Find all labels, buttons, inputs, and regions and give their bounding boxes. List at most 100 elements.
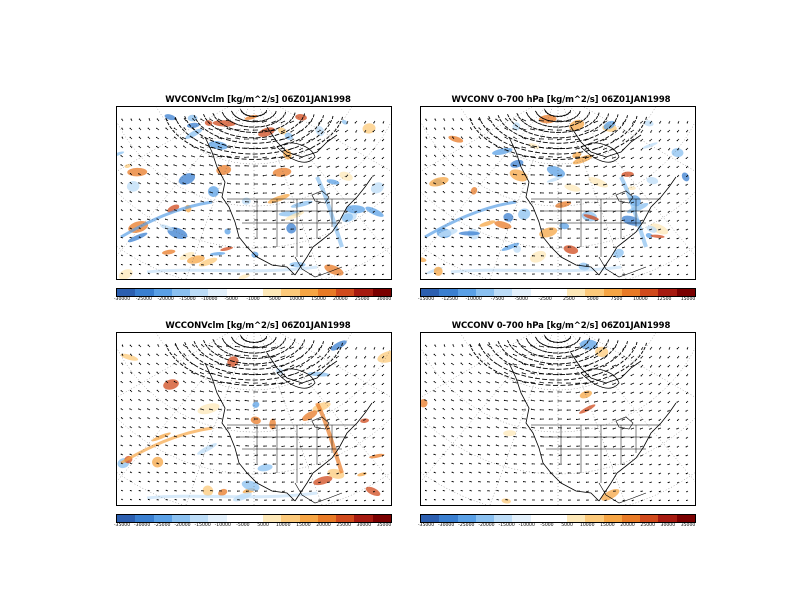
wind-vector (320, 357, 324, 361)
vector-head (218, 246, 220, 248)
wind-vector (522, 155, 527, 158)
vector-head (504, 118, 507, 120)
vector-head (263, 219, 265, 221)
vector-head (658, 211, 660, 213)
coastline (570, 126, 642, 158)
wind-vector (270, 348, 275, 352)
vector-head (271, 174, 273, 176)
vector-head (308, 455, 311, 457)
vector-head (505, 245, 507, 248)
vector-head (173, 362, 175, 365)
vector-head (253, 192, 256, 194)
wind-vector (598, 371, 603, 375)
wind-vector (479, 359, 484, 363)
shading-blob (185, 128, 203, 139)
vector-head (557, 391, 559, 393)
vector-head (630, 131, 632, 133)
vector-head (593, 166, 596, 168)
vector-head (469, 136, 471, 138)
colorbar-swatch (548, 289, 568, 296)
wind-vector (615, 363, 620, 367)
vector-head (354, 428, 356, 430)
vector-head (648, 202, 651, 204)
wind-vector (316, 368, 321, 372)
wind-vector (212, 338, 215, 343)
vector-head (281, 463, 283, 465)
vector-head (281, 237, 283, 239)
wind-vector (254, 126, 260, 128)
vector-head (451, 273, 453, 275)
vector-head (575, 400, 577, 402)
wind-vector (499, 130, 503, 134)
vector-head (603, 193, 605, 195)
wind-vector (560, 346, 566, 349)
wind-vector (594, 373, 599, 376)
vector-head (540, 210, 542, 212)
wind-vector (228, 127, 234, 130)
vector-head (218, 200, 220, 202)
wind-vector (543, 356, 549, 359)
wind-vector (624, 131, 628, 135)
vector-head (584, 383, 586, 385)
vector-head (621, 410, 623, 412)
vector-head (129, 172, 132, 175)
vector-head (668, 149, 670, 151)
wind-vector (271, 355, 277, 358)
vector-head (622, 264, 624, 266)
vector-head (317, 455, 320, 457)
shading-blob (579, 339, 598, 350)
vector-head (182, 344, 185, 346)
vector-head (318, 264, 320, 267)
wind-vector (238, 124, 244, 127)
wind-vector (530, 345, 536, 348)
vector-head (209, 227, 211, 230)
vector-head (443, 118, 445, 120)
wind-vector (585, 129, 590, 132)
vector-head (576, 237, 578, 239)
vector-head (575, 418, 578, 421)
vector-head (631, 255, 633, 257)
vector-head (271, 139, 273, 141)
vector-head (308, 437, 310, 439)
vector-head (658, 229, 660, 231)
colorbar-swatch (281, 515, 300, 522)
wind-vector (585, 346, 590, 350)
wind-vector (643, 346, 646, 351)
vector-head (433, 426, 435, 428)
vector-head (173, 218, 175, 221)
vector-head (318, 499, 320, 501)
colorbar-label: -20000 (174, 523, 191, 528)
vector-head (477, 435, 480, 437)
vector-head (173, 371, 176, 373)
vector-head (272, 481, 275, 483)
shading-blob (448, 135, 464, 143)
wind-vector (548, 364, 554, 366)
vector-head (451, 371, 453, 373)
panel-title: WVCONVclm [kg/m^2/s] 06Z01JAN1998 (165, 95, 351, 105)
map-frame (116, 332, 392, 506)
vector-head (504, 191, 506, 193)
vector-head (496, 264, 498, 266)
shading-blob (503, 430, 517, 437)
vector-head (262, 165, 264, 167)
wind-vector (608, 350, 612, 355)
vector-head (585, 246, 588, 248)
wind-vector (218, 118, 223, 122)
shading-blob (126, 180, 140, 192)
vector-head (183, 254, 185, 256)
wind-vector (531, 399, 536, 402)
vector-head (217, 183, 220, 185)
vector-head (603, 220, 605, 222)
vector-head (549, 255, 552, 257)
vector-head (531, 210, 533, 212)
vector-head (658, 410, 660, 412)
vector-head (354, 455, 356, 457)
vector-head (685, 365, 687, 368)
wind-vector (630, 361, 634, 366)
vector-map (117, 107, 391, 279)
vector-head (621, 202, 623, 204)
vector-head (345, 167, 347, 169)
vector-head (191, 191, 193, 193)
vector-head (299, 419, 301, 421)
vector-head (121, 127, 123, 129)
